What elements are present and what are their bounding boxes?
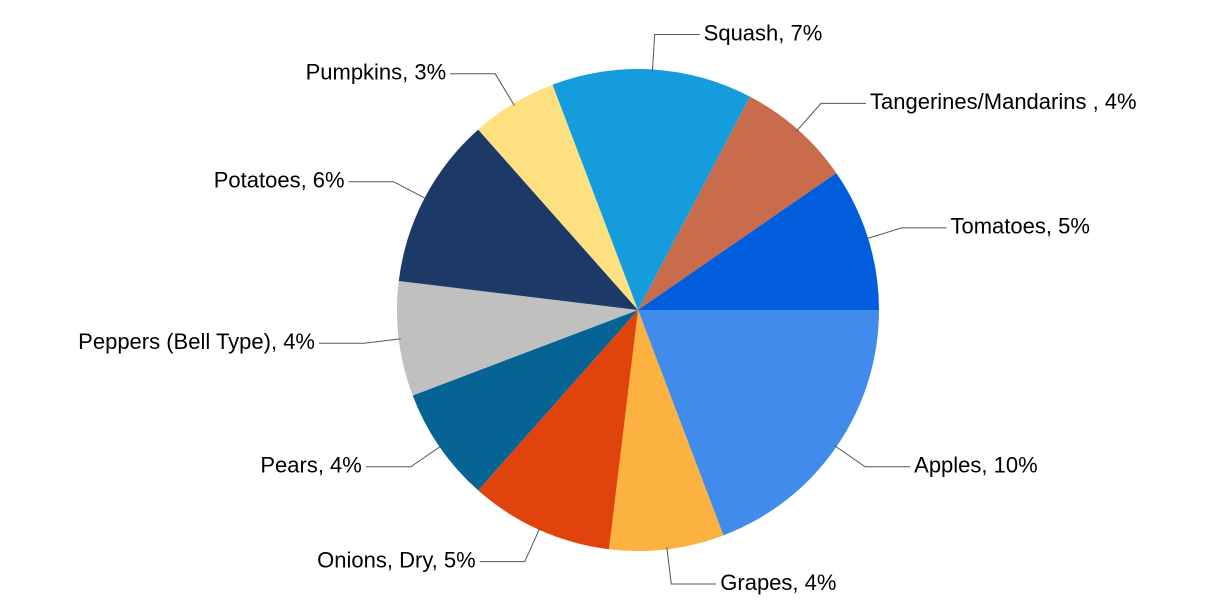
leader-line — [479, 527, 541, 563]
pie-slice — [552, 69, 750, 311]
data-label: Grapes, 4% — [720, 570, 836, 595]
leader-line — [651, 34, 700, 72]
leader-line — [834, 445, 911, 468]
data-label: Potatoes, 6% — [214, 168, 345, 193]
data-label: Tangerines/Mandarins , 4% — [870, 89, 1137, 114]
leader-line — [319, 338, 401, 344]
data-label: Pears, 4% — [260, 453, 362, 478]
data-label: Apples, 10% — [914, 453, 1038, 478]
pie-slice — [397, 280, 638, 396]
leader-line — [666, 547, 717, 585]
data-label: Peppers (Bell Type), 4% — [78, 329, 315, 354]
leader-line — [365, 445, 442, 468]
leader-line — [348, 181, 427, 200]
pie-slice — [412, 310, 638, 491]
pie-slice — [398, 129, 638, 310]
pie-slice — [638, 96, 837, 310]
pie-slice — [638, 310, 879, 536]
data-label: Tomatoes, 5% — [951, 214, 1090, 239]
data-label: Onions, Dry, 5% — [317, 547, 476, 572]
leader-line — [450, 73, 515, 106]
pie-slice — [608, 310, 724, 551]
leader-line — [866, 227, 947, 240]
leader-line — [796, 102, 867, 132]
data-label: Pumpkins, 3% — [306, 60, 447, 85]
pie-slice — [638, 173, 879, 310]
pie-slice — [478, 310, 638, 550]
data-label: Squash, 7% — [704, 20, 823, 45]
pie-slice — [478, 84, 638, 310]
